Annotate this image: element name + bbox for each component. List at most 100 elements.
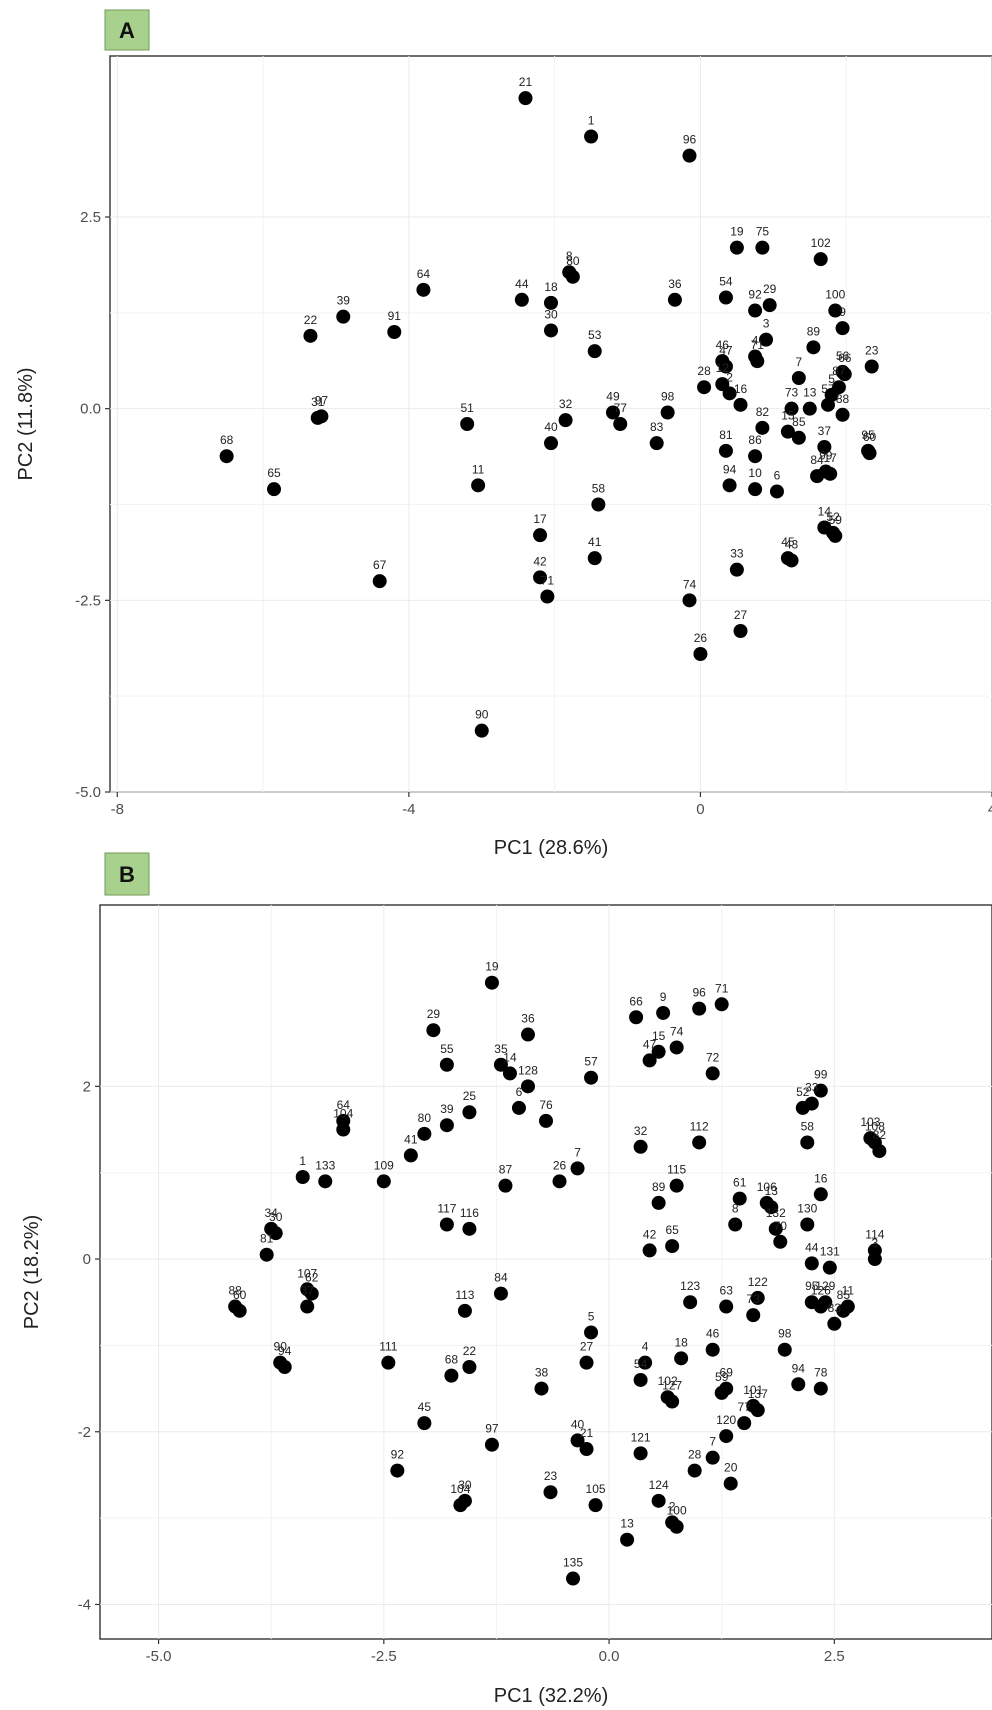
data-point-label: 16 <box>814 1171 828 1185</box>
data-point <box>777 1342 792 1357</box>
data-point-label: 35 <box>494 1042 508 1056</box>
data-point-label: 130 <box>797 1202 817 1216</box>
data-point-label: 7 <box>709 1435 716 1449</box>
panel-a-badge-text: A <box>119 18 135 43</box>
data-point-label: 9 <box>660 990 667 1004</box>
data-point-label: 91 <box>388 309 402 323</box>
y-tick-label: 0.0 <box>80 401 101 418</box>
data-point-label: 74 <box>670 1024 684 1038</box>
data-point <box>587 551 602 566</box>
data-point <box>638 1355 653 1370</box>
data-point-label: 92 <box>748 288 762 302</box>
data-point-label: 137 <box>748 1387 768 1401</box>
data-point <box>277 1359 292 1374</box>
data-point <box>755 240 770 255</box>
data-point <box>746 1308 761 1323</box>
data-point-label: 5 <box>828 372 835 386</box>
data-point-label: 22 <box>463 1344 477 1358</box>
data-point-label: 30 <box>269 1210 283 1224</box>
data-point-label: 127 <box>662 1379 682 1393</box>
data-point <box>665 1239 680 1254</box>
data-point-label: 18 <box>674 1335 688 1349</box>
data-point <box>259 1247 274 1262</box>
data-point-label: 23 <box>544 1469 558 1483</box>
data-point-label: 60 <box>863 430 877 444</box>
data-point-label: 88 <box>228 1284 242 1298</box>
data-point-label: 28 <box>688 1448 702 1462</box>
data-point-label: 43 <box>785 537 799 551</box>
data-point <box>835 321 850 336</box>
data-point <box>579 1355 594 1370</box>
data-point <box>813 252 828 267</box>
panel-a-badge: A <box>104 9 150 51</box>
data-point-label: 56 <box>836 349 850 363</box>
data-point-label: 103 <box>860 1115 880 1129</box>
data-point <box>828 303 843 318</box>
data-point <box>439 1217 454 1232</box>
y-tick-label: -2 <box>78 1424 91 1441</box>
data-point <box>484 975 499 990</box>
data-point <box>416 282 431 297</box>
data-point <box>800 1135 815 1150</box>
data-point-label: 14 <box>503 1050 517 1064</box>
data-point <box>629 1010 644 1025</box>
data-point-label: 85 <box>792 415 806 429</box>
data-point-label: 45 <box>781 535 795 549</box>
data-point-label: 19 <box>730 225 744 239</box>
data-point-label: 21 <box>580 1426 594 1440</box>
x-tick-label: 2.5 <box>824 1648 845 1665</box>
data-point <box>651 1195 666 1210</box>
data-point <box>219 449 234 464</box>
data-point <box>719 1429 734 1444</box>
data-point-label: 63 <box>720 1284 734 1298</box>
data-point <box>714 997 729 1012</box>
data-point-label: 29 <box>427 1007 441 1021</box>
panel-a: A -8-4042.50.0-2.5-5.0 21196197510264392… <box>15 9 992 859</box>
data-point <box>474 723 489 738</box>
data-point <box>651 1044 666 1059</box>
panel-a-plot-frame <box>109 55 992 793</box>
data-point <box>462 1105 477 1120</box>
data-point-label: 59 <box>829 513 843 527</box>
data-point <box>544 323 558 338</box>
panel-b-plot-frame <box>99 904 992 1640</box>
data-point-label: 1 <box>588 114 595 128</box>
data-point-label: 86 <box>748 433 762 447</box>
data-point <box>872 1144 887 1159</box>
panel-b-ticks: -5.0 -2.5 0.0 2.520-2-4 <box>78 1078 845 1665</box>
panel-a-y-axis-title: PC2 (11.8%) <box>15 367 37 480</box>
data-point-label: 27 <box>580 1340 594 1354</box>
data-point <box>471 478 486 493</box>
data-point-label: 32 <box>559 397 573 411</box>
data-point-label: 30 <box>458 1478 472 1492</box>
data-point-label: 12 <box>716 361 730 375</box>
data-point <box>544 436 558 451</box>
data-point-label: 22 <box>304 313 318 327</box>
data-point-label: 90 <box>274 1340 288 1354</box>
data-point <box>791 371 806 385</box>
data-point-label: 111 <box>379 1340 398 1354</box>
data-point <box>566 1571 581 1586</box>
data-point <box>795 1100 810 1115</box>
data-point-label: 42 <box>533 554 547 568</box>
data-point <box>462 1359 477 1374</box>
data-point <box>791 430 806 445</box>
data-point <box>822 1260 837 1275</box>
data-point <box>633 1446 648 1461</box>
data-point <box>682 593 697 608</box>
data-point-label: 69 <box>720 1366 734 1380</box>
data-point-label: 51 <box>460 401 474 415</box>
data-point-label: 109 <box>374 1158 394 1172</box>
data-point-label: 89 <box>652 1180 666 1194</box>
data-point-label: 85 <box>837 1288 851 1302</box>
y-tick-label: -4 <box>78 1596 91 1613</box>
data-point <box>748 303 763 318</box>
data-point <box>813 1083 828 1098</box>
data-point <box>453 1498 468 1513</box>
data-point-label: 26 <box>694 631 708 645</box>
data-point <box>750 354 765 369</box>
data-point <box>588 1498 603 1513</box>
data-point-label: 41 <box>404 1132 418 1146</box>
data-point <box>827 1316 842 1331</box>
